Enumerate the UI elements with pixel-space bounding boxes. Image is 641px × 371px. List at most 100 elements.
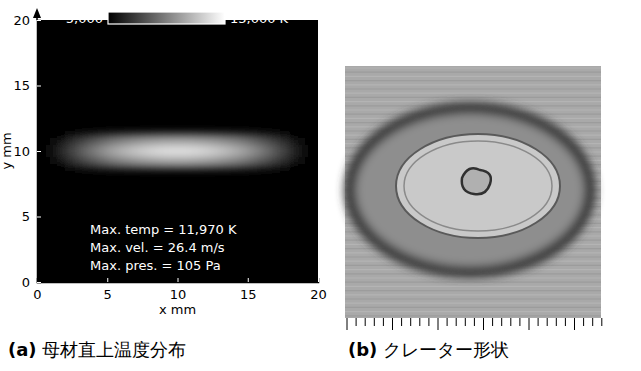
heat-cell (276, 131, 290, 138)
axis-line (38, 278, 319, 283)
photo-texture (345, 101, 601, 102)
axis-line (38, 21, 42, 283)
heat-cell (37, 138, 51, 145)
ruler-tick (428, 318, 429, 326)
photo-texture (345, 93, 601, 94)
tick: 5 (22, 209, 41, 224)
photo-texture (345, 290, 601, 291)
ruler-tick (401, 318, 402, 326)
ruler-tick (465, 318, 466, 326)
heat-cell (220, 158, 234, 165)
heat-cell (149, 144, 163, 151)
heat-cell (51, 138, 65, 145)
heat-cell (79, 151, 93, 158)
y-axis-title: y mm (0, 132, 14, 169)
heat-cell (192, 164, 206, 171)
x-axis: 05101520 (33, 278, 326, 302)
photo-texture (345, 76, 601, 77)
x-axis-title: x mm (159, 302, 196, 317)
tick-mark (37, 282, 41, 283)
tick-label: 0 (22, 275, 30, 290)
tick-label: 20 (310, 287, 327, 302)
heat-cell (178, 131, 192, 138)
heat-cell (79, 164, 93, 171)
ruler-tick (474, 318, 475, 326)
heat-cell (149, 138, 163, 145)
heat-cell (234, 151, 248, 158)
heat-cell (163, 164, 177, 171)
heat-cell (37, 144, 51, 151)
tick: 20 (310, 278, 327, 302)
heat-cell (262, 144, 276, 151)
heat-cell (304, 144, 318, 151)
crater-center (462, 168, 491, 194)
colorbar (108, 12, 225, 24)
heat-cell (178, 138, 192, 145)
photo-texture (345, 88, 601, 89)
ruler-tick (383, 318, 384, 326)
ruler-tick (519, 318, 520, 326)
figure: 0510152005101520x mmy mm5,00013,000 KMax… (0, 0, 641, 371)
ruler-tick (347, 318, 348, 330)
heat-cell (65, 164, 79, 171)
ruler-tick (483, 318, 484, 330)
heat-cell (163, 131, 177, 138)
heat-cell (192, 131, 206, 138)
heat-cell (234, 164, 248, 171)
heat-cell (234, 158, 248, 165)
heat-cell (234, 131, 248, 138)
heat-cell (248, 158, 262, 165)
annotation: Max. temp = 11,970 K (90, 222, 237, 237)
heat-cell (135, 158, 149, 165)
heat-cell (65, 138, 79, 145)
ruler-tick (592, 318, 593, 326)
crater-inner (404, 141, 552, 231)
ruler-tick (529, 318, 530, 330)
heat-cell (135, 144, 149, 151)
photo-texture (345, 303, 601, 304)
axis-arrow-stem (36, 16, 38, 20)
heat-cell (262, 138, 276, 145)
heat-cell (107, 144, 121, 151)
heat-cell (51, 164, 65, 171)
heat-cell (149, 131, 163, 138)
ruler-tick (392, 318, 393, 330)
heat-cell (290, 151, 304, 158)
tick: 15 (240, 278, 257, 302)
heat-cell (220, 164, 234, 171)
heat-cell (206, 164, 220, 171)
photo-texture (345, 67, 601, 68)
tick-mark (107, 278, 108, 282)
heat-cell (65, 158, 79, 165)
heat-cell (276, 151, 290, 158)
heat-cell (178, 158, 192, 165)
heat-cell (276, 144, 290, 151)
heat-cell (51, 131, 65, 138)
photo-texture (345, 286, 601, 287)
heat-cell (51, 151, 65, 158)
heat-cell (135, 131, 149, 138)
tick-label: 0 (33, 287, 41, 302)
heat-cell (248, 138, 262, 145)
heat-cell (107, 158, 121, 165)
heat-cell (121, 164, 135, 171)
ruler-tick (501, 318, 502, 326)
heat-cell (262, 164, 276, 171)
heat-cell (93, 138, 107, 145)
heat-cell (220, 144, 234, 151)
heat-cell (220, 151, 234, 158)
ruler-tick (456, 318, 457, 326)
photo-texture (345, 298, 601, 299)
heat-cell (149, 151, 163, 158)
ruler (345, 318, 601, 330)
heat-cell (276, 138, 290, 145)
heat-cell (304, 138, 318, 145)
heat-cell (290, 144, 304, 151)
heat-cell (206, 158, 220, 165)
ruler-tick (365, 318, 366, 326)
ruler-tick (492, 318, 493, 326)
heat-cell (192, 151, 206, 158)
tick-label: 5 (22, 209, 30, 224)
heat-cell (192, 158, 206, 165)
photo-texture (345, 97, 601, 98)
